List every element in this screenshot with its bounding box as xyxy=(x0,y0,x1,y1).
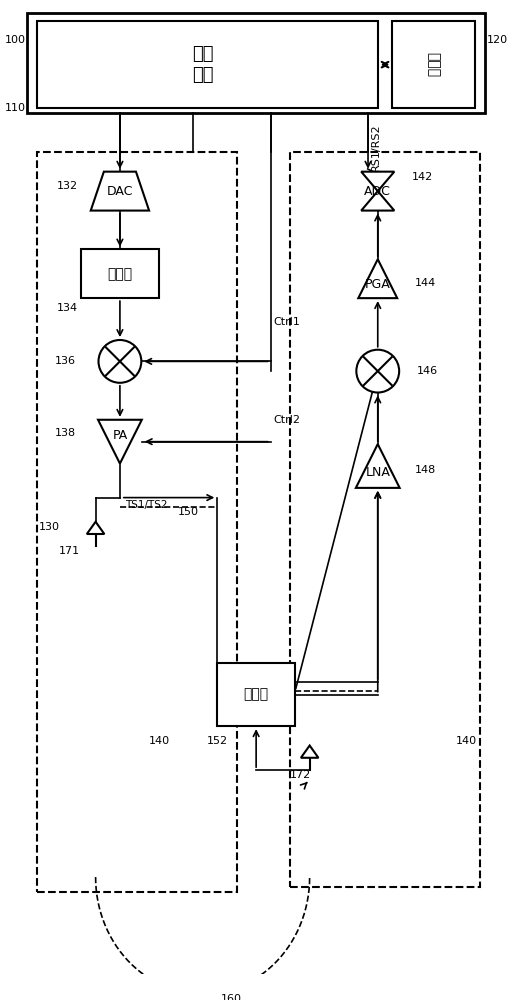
Polygon shape xyxy=(361,191,394,211)
Text: PA: PA xyxy=(112,429,128,442)
Text: ADC: ADC xyxy=(364,185,391,198)
Bar xyxy=(37,152,236,892)
Text: 控制
电路: 控制 电路 xyxy=(192,45,213,84)
Text: 142: 142 xyxy=(412,172,433,182)
Bar xyxy=(81,249,159,298)
Circle shape xyxy=(98,340,141,383)
Text: 148: 148 xyxy=(415,465,436,475)
Text: Ctrl1: Ctrl1 xyxy=(273,317,301,327)
Polygon shape xyxy=(98,420,142,464)
Bar xyxy=(28,13,485,113)
Text: 171: 171 xyxy=(58,546,80,556)
Text: 134: 134 xyxy=(56,303,78,313)
Text: 150: 150 xyxy=(177,507,199,517)
Text: 130: 130 xyxy=(39,522,60,532)
Text: 衰减器: 衰减器 xyxy=(244,688,269,702)
Text: 144: 144 xyxy=(415,278,436,288)
Bar xyxy=(392,21,475,108)
Polygon shape xyxy=(361,172,394,191)
Text: 160: 160 xyxy=(221,994,242,1000)
Text: 140: 140 xyxy=(456,736,477,746)
Bar xyxy=(37,21,378,108)
Text: 140: 140 xyxy=(149,736,170,746)
Bar xyxy=(290,152,480,887)
Text: PGA: PGA xyxy=(365,278,390,291)
Polygon shape xyxy=(301,746,319,758)
Text: 152: 152 xyxy=(207,736,228,746)
Text: 138: 138 xyxy=(55,428,76,438)
Text: 136: 136 xyxy=(55,356,76,366)
Text: 记忆体: 记忆体 xyxy=(426,52,440,77)
Polygon shape xyxy=(356,444,400,488)
Polygon shape xyxy=(87,522,104,534)
Text: 120: 120 xyxy=(487,35,508,45)
Text: LNA: LNA xyxy=(365,466,390,479)
Text: 146: 146 xyxy=(417,366,438,376)
Text: TS1/TS2: TS1/TS2 xyxy=(125,500,167,510)
Text: 滤波器: 滤波器 xyxy=(107,267,132,281)
Polygon shape xyxy=(91,172,149,211)
Text: Ctrl2: Ctrl2 xyxy=(273,415,301,425)
Text: 132: 132 xyxy=(56,181,78,191)
Circle shape xyxy=(357,350,399,393)
Text: 110: 110 xyxy=(5,103,26,113)
Polygon shape xyxy=(358,259,397,298)
Bar xyxy=(217,663,295,726)
Text: 100: 100 xyxy=(5,35,26,45)
Text: RS1/RS2: RS1/RS2 xyxy=(371,124,381,171)
Text: 172: 172 xyxy=(290,770,311,780)
Text: DAC: DAC xyxy=(107,185,133,198)
